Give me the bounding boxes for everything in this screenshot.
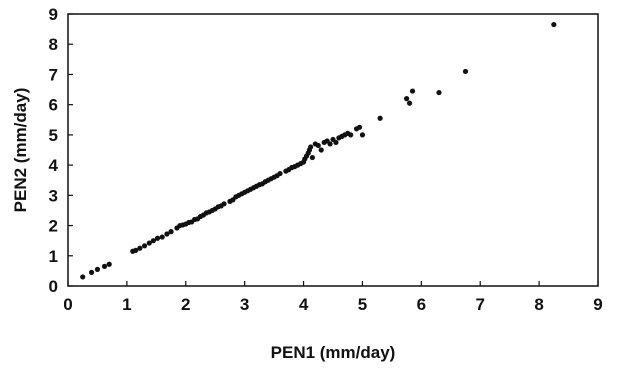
data-point xyxy=(551,21,557,28)
y-tick-label: 3 xyxy=(49,186,58,205)
data-point xyxy=(327,141,333,147)
x-tick-label: 3 xyxy=(240,295,249,314)
x-tick-label: 1 xyxy=(122,295,131,314)
data-point xyxy=(309,154,315,161)
x-tick-label: 4 xyxy=(299,295,309,314)
data-point xyxy=(150,238,156,244)
data-point xyxy=(333,139,339,146)
data-point xyxy=(101,263,108,269)
x-tick-label: 9 xyxy=(593,295,602,314)
y-tick-label: 0 xyxy=(49,277,58,296)
data-point xyxy=(146,240,152,246)
data-point xyxy=(404,96,410,102)
data-point xyxy=(436,89,442,96)
data-point xyxy=(94,266,101,272)
x-tick-label: 8 xyxy=(534,295,543,314)
data-point xyxy=(154,235,161,241)
y-tick-label: 7 xyxy=(49,65,58,84)
data-point xyxy=(164,231,170,237)
y-axis-title: PEN2 (mm/day) xyxy=(11,88,30,213)
data-point xyxy=(133,247,139,253)
x-axis-title: PEN1 (mm/day) xyxy=(271,343,396,362)
y-tick-label: 1 xyxy=(49,247,58,266)
y-tick-label: 2 xyxy=(49,217,58,236)
x-ticks xyxy=(67,281,599,286)
x-tick-label: 5 xyxy=(358,295,367,314)
data-point xyxy=(359,132,366,138)
y-ticks xyxy=(68,13,73,287)
data-point xyxy=(277,170,283,177)
x-tick-label: 6 xyxy=(417,295,426,314)
y-tick-labels: 0 1 2 3 4 5 6 7 8 9 xyxy=(49,5,59,296)
data-point xyxy=(406,100,413,106)
y-tick-label: 8 xyxy=(49,35,58,54)
y-tick-label: 4 xyxy=(49,156,59,175)
data-point xyxy=(318,147,324,153)
x-tick-label: 0 xyxy=(63,295,72,314)
data-point xyxy=(168,229,174,235)
data-point xyxy=(315,142,321,149)
data-point xyxy=(356,124,363,130)
data-point xyxy=(221,201,227,207)
y-tick-label: 5 xyxy=(49,126,58,145)
data-point xyxy=(409,88,416,94)
plot-area-frame xyxy=(67,13,599,287)
data-point xyxy=(106,261,112,267)
data-point xyxy=(141,243,148,249)
data-point xyxy=(462,68,469,75)
data-point xyxy=(308,144,314,150)
y-tick-label: 6 xyxy=(49,96,58,115)
x-tick-label: 2 xyxy=(181,295,190,314)
data-point xyxy=(80,274,86,280)
data-point xyxy=(137,245,143,251)
y-tick-label: 9 xyxy=(49,5,58,24)
x-tick-label: 7 xyxy=(475,295,484,314)
data-point xyxy=(377,115,383,121)
data-points xyxy=(80,21,557,280)
x-tick-labels: 0 1 2 3 4 5 6 7 8 9 xyxy=(63,295,602,314)
data-point xyxy=(88,269,95,275)
data-point xyxy=(159,234,165,240)
data-point xyxy=(348,132,354,138)
